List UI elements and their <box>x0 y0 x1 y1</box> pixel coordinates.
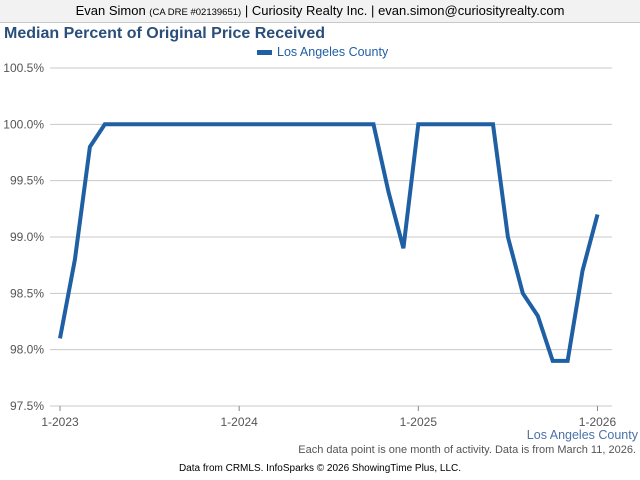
y-tick-label: 98.0% <box>10 343 44 357</box>
legend-label: Los Angeles County <box>277 45 389 59</box>
gridlines <box>50 67 612 407</box>
data-note: Each data point is one month of activity… <box>298 444 636 456</box>
x-tick-label: 1-2025 <box>400 415 438 429</box>
y-tick-label: 98.5% <box>10 286 44 300</box>
agent-name: Evan Simon <box>75 3 146 18</box>
y-tick-label: 99.5% <box>10 174 44 188</box>
header-separator-1: | <box>244 3 249 18</box>
agent-license: (CA DRE #02139651) <box>149 7 242 18</box>
axes: 97.5% 98.0% 98.5% 99.0% 99.5% 100.0% 100.5% 1-2… <box>3 61 616 429</box>
x-tick-label: 1-2023 <box>41 415 79 429</box>
x-tick-label: 1-2026 <box>579 415 617 429</box>
y-tick-label: 100.0% <box>3 117 44 131</box>
legend-swatch <box>257 50 272 55</box>
company-name: Curiosity Realty Inc. <box>251 3 368 18</box>
source-credit: Data from CRMLS. InfoSparks © 2026 Showi… <box>178 463 462 474</box>
x-tick-label: 1-2024 <box>220 415 258 429</box>
series-layer <box>58 122 600 363</box>
y-tick-label: 99.0% <box>10 230 44 244</box>
chart-title: Median Percent of Original Price Receive… <box>4 25 325 42</box>
legend[interactable]: Los Angeles County <box>257 45 389 59</box>
agent-email[interactable]: evan.simon@curiosityrealty.com <box>378 3 565 18</box>
header-separator-2: | <box>371 3 375 18</box>
y-tick-label: 100.5% <box>3 61 44 75</box>
y-tick-label: 97.5% <box>10 399 44 413</box>
series-line <box>58 122 600 363</box>
series-label: Los Angeles County <box>526 428 638 442</box>
agent-header: Evan Simon (CA DRE #02139651) | Curiosit… <box>0 0 640 23</box>
